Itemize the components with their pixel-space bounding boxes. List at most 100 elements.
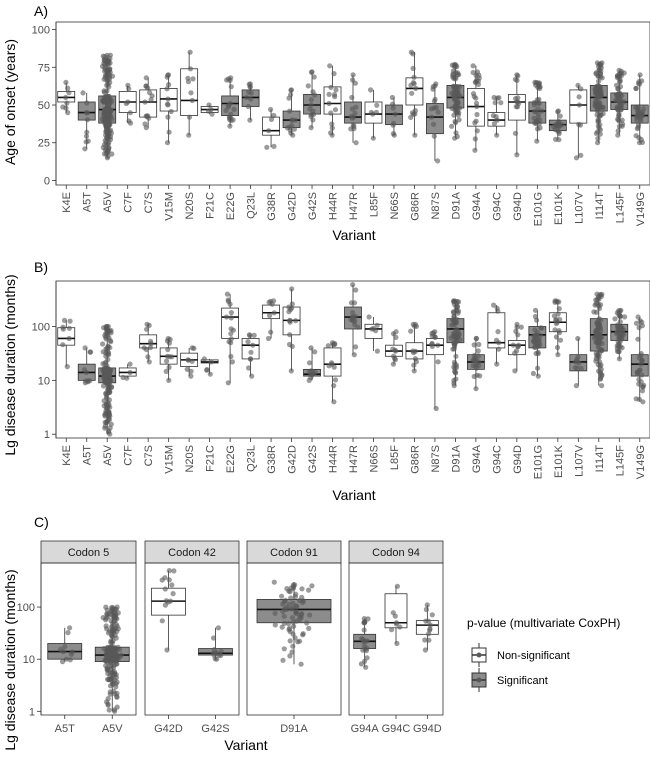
data-point (103, 359, 109, 365)
data-point (622, 314, 628, 320)
data-point (364, 655, 370, 661)
data-point (289, 301, 295, 307)
panel-a-x-tick-label: F21C (205, 192, 217, 219)
data-point (412, 348, 418, 354)
box-group (364, 314, 383, 354)
box-group (405, 49, 424, 138)
data-point (593, 350, 599, 356)
panel-c-x-tick-label: G42D (154, 723, 183, 735)
data-point (245, 339, 251, 345)
data-point (360, 647, 366, 653)
box-group (47, 625, 83, 665)
data-point (326, 100, 332, 107)
data-point (492, 100, 498, 106)
data-point (246, 365, 252, 371)
data-point (350, 282, 356, 288)
data-point (452, 369, 458, 375)
data-point (287, 638, 293, 644)
data-point (455, 72, 461, 78)
data-point (293, 318, 299, 324)
data-point (288, 595, 294, 601)
data-point (264, 144, 270, 150)
box-group (610, 307, 629, 362)
data-point (231, 106, 237, 112)
data-point (595, 135, 601, 142)
data-point (575, 335, 581, 342)
data-point (448, 335, 454, 341)
data-point (473, 357, 479, 364)
data-point (619, 93, 625, 99)
data-point (598, 362, 604, 368)
panel-a-x-tick-label: L145F (614, 192, 626, 223)
data-point (306, 587, 312, 593)
data-point (166, 82, 172, 88)
data-point (554, 344, 561, 351)
data-point (360, 639, 366, 645)
data-point (112, 606, 118, 612)
data-point (279, 593, 285, 599)
data-point (392, 111, 398, 117)
data-point (453, 353, 459, 359)
panel-a-x-tick-label: G86R (409, 192, 421, 221)
data-point (225, 103, 232, 109)
data-point (635, 314, 641, 320)
data-point (394, 640, 400, 647)
data-point (105, 630, 112, 636)
data-point (81, 367, 87, 373)
data-point (107, 644, 113, 650)
data-point (353, 140, 359, 146)
data-point (494, 361, 500, 367)
data-point (159, 618, 165, 624)
data-point (572, 365, 578, 371)
box-group (200, 356, 219, 377)
data-point (471, 342, 477, 348)
data-point (615, 323, 622, 329)
data-point (290, 619, 296, 625)
data-point (422, 637, 428, 643)
box-group (139, 321, 158, 365)
data-point (475, 348, 481, 354)
data-point (596, 338, 603, 344)
data-point (362, 619, 368, 625)
data-point (268, 329, 274, 335)
data-point (143, 75, 149, 81)
panel-a-x-tick-label: G94C (491, 192, 503, 221)
data-point (108, 96, 114, 102)
panel-b-x-tick-label: G38R (266, 445, 278, 474)
data-point (592, 99, 599, 105)
data-point (83, 139, 89, 145)
facet-strip-label: Codon 94 (372, 547, 420, 559)
panel-a-letter: A) (34, 3, 48, 19)
data-point (348, 126, 354, 132)
box-group (426, 329, 444, 412)
legend-point (476, 677, 482, 683)
data-point (374, 348, 380, 354)
data-point (105, 132, 111, 138)
data-point (165, 114, 171, 120)
data-point (512, 130, 519, 136)
data-point (616, 111, 622, 117)
data-point (287, 653, 293, 659)
data-point (452, 339, 458, 345)
data-point (614, 106, 620, 112)
data-point (390, 105, 396, 111)
box-group (282, 87, 301, 138)
data-point (638, 113, 644, 120)
box-group (198, 625, 233, 662)
data-point (331, 399, 337, 405)
data-point (281, 613, 287, 619)
data-point (451, 380, 457, 386)
panel-b-x-tick-label: L145F (614, 445, 626, 476)
data-point (289, 117, 295, 123)
data-point (281, 646, 287, 652)
data-point (411, 323, 418, 329)
data-point (300, 599, 306, 606)
data-point (557, 337, 564, 343)
panel-c-x-tick-label: D91A (280, 723, 308, 735)
data-point (451, 112, 457, 118)
data-point (368, 109, 374, 116)
data-point (638, 351, 644, 357)
data-point (143, 83, 149, 89)
data-point (206, 102, 212, 108)
panel-a-x-axis-title: Variant (332, 227, 375, 243)
